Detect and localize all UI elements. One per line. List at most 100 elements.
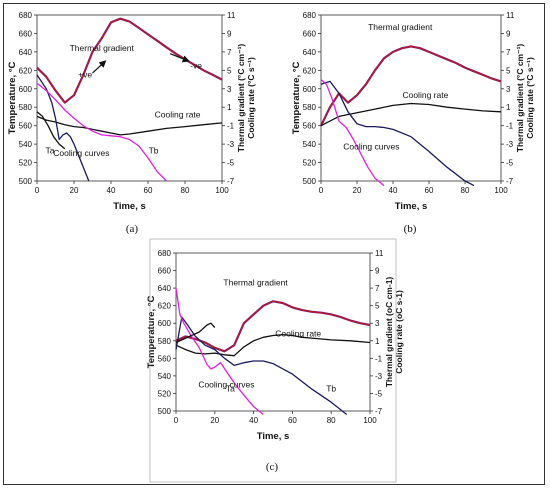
annotation-label: Thermal gradient — [368, 22, 433, 32]
y3-axis-title: Cooling rate (oC s-1) — [394, 290, 404, 374]
x-tick-label: 80 — [461, 186, 470, 195]
x-tick-label: 40 — [389, 186, 398, 195]
x-tick-label: 100 — [215, 186, 229, 195]
y-tick-label: 500 — [19, 177, 33, 186]
annotation-label: Ta — [226, 384, 235, 394]
x-axis-title: Time, s — [257, 431, 290, 442]
y-tick-label: 680 — [158, 249, 172, 258]
arrow-up-icon — [92, 60, 107, 74]
x-axis-title: Time, s — [395, 201, 428, 212]
y2-tick-label: 9 — [375, 267, 380, 276]
arrow-down-icon — [169, 53, 190, 63]
series-cooling-curve-Ta — [36, 74, 90, 182]
panel-label: (b) — [404, 223, 417, 235]
y2-tick-label: -1 — [506, 122, 514, 131]
y-tick-label: 520 — [19, 159, 33, 168]
x-tick-label: 0 — [319, 186, 324, 195]
y2-tick-label: -1 — [375, 354, 383, 363]
annotation-label: Cooling curves — [343, 142, 399, 152]
y-tick-label: 600 — [303, 85, 317, 94]
annotation-label: Cooling rate — [402, 90, 448, 100]
annotation-label: -ve — [190, 60, 202, 70]
plot-area — [320, 14, 502, 182]
series-cooling-rate — [175, 333, 371, 357]
series-cooling-curve-extra — [36, 111, 66, 150]
y-tick-label: 620 — [19, 66, 33, 75]
y2-tick-label: -5 — [506, 159, 514, 168]
x-tick-label: 100 — [363, 416, 377, 425]
plot-area — [36, 14, 223, 182]
panel-c-border — [149, 238, 397, 483]
plot-area — [175, 252, 371, 412]
y-tick-label: 560 — [158, 354, 172, 363]
series-thermal-gradient-shadow — [320, 45, 502, 127]
y-tick-label: 620 — [303, 66, 317, 75]
y-tick-label: 560 — [303, 122, 317, 131]
chart-panel-2: 500520540560580600620640660680-7-5-3-113… — [291, 11, 535, 235]
y-tick-label: 680 — [19, 11, 33, 20]
y-tick-label: 500 — [303, 177, 317, 186]
series-thermal-gradient — [175, 300, 371, 352]
y2-tick-label: -5 — [227, 159, 235, 168]
x-tick-label: 0 — [35, 186, 40, 195]
y2-axis-title: Thermal gradient (°C cm⁻¹) — [515, 44, 525, 153]
y2-tick-label: 9 — [227, 29, 232, 38]
y-tick-label: 580 — [19, 103, 33, 112]
annotation-label: Thermal gradient — [70, 43, 135, 53]
x-axis-title: Time, s — [113, 201, 146, 212]
y-tick-label: 600 — [158, 319, 172, 328]
annotation-label: Tb — [326, 384, 336, 394]
y2-tick-label: -7 — [375, 407, 383, 416]
x-tick-label: 60 — [144, 186, 153, 195]
y2-tick-label: 9 — [506, 29, 511, 38]
y2-tick-label: 7 — [375, 284, 380, 293]
y2-tick-label: 3 — [506, 85, 511, 94]
series-cooling-curve-Ta — [175, 316, 348, 416]
y2-tick-label: 1 — [375, 337, 380, 346]
y-axis-title: Temperature, °C — [146, 295, 157, 368]
annotation-label: Cooling curves — [53, 148, 109, 158]
x-tick-label: 100 — [494, 186, 508, 195]
y-axis-title: Temperature, °C — [7, 61, 18, 134]
panel-label: (c) — [266, 461, 279, 473]
x-tick-label: 40 — [107, 186, 116, 195]
y-tick-label: 640 — [303, 48, 317, 57]
y2-tick-label: 5 — [227, 66, 232, 75]
y2-tick-label: 1 — [506, 103, 511, 112]
y-tick-label: 540 — [158, 372, 172, 381]
y-tick-label: 660 — [19, 29, 33, 38]
y-tick-label: 520 — [303, 159, 317, 168]
y2-tick-label: -3 — [506, 140, 514, 149]
x-tick-label: 80 — [327, 416, 336, 425]
y-tick-label: 540 — [303, 140, 317, 149]
chart-panel-1: 500520540560580600620640660680-7-5-3-113… — [7, 11, 256, 235]
series-cooling-curve-Tb — [36, 82, 167, 182]
panel-label: (a) — [126, 223, 139, 235]
y2-tick-label: -7 — [506, 177, 514, 186]
annotation-label: Tb — [149, 145, 159, 155]
y-tick-label: 660 — [158, 267, 172, 276]
annotation-label: Cooling rate — [155, 109, 201, 119]
series-thermal-gradient — [320, 45, 502, 126]
x-tick-label: 20 — [70, 186, 79, 195]
series-cooling-rate — [36, 115, 223, 136]
y-tick-label: 680 — [303, 11, 317, 20]
y-tick-label: 560 — [19, 122, 33, 131]
annotation-label: +ve — [78, 70, 92, 80]
y-tick-label: 520 — [158, 389, 172, 398]
y-tick-label: 640 — [19, 48, 33, 57]
y-tick-label: 580 — [303, 103, 317, 112]
x-tick-label: 0 — [174, 416, 179, 425]
y2-tick-label: 7 — [506, 48, 511, 57]
y-tick-label: 600 — [19, 85, 33, 94]
y2-tick-label: -5 — [375, 389, 383, 398]
y2-tick-label: -3 — [375, 372, 383, 381]
x-tick-label: 20 — [353, 186, 362, 195]
y2-tick-label: -3 — [227, 140, 235, 149]
y2-tick-label: 11 — [375, 249, 384, 258]
series-cooling-curve-extra — [175, 322, 216, 344]
x-tick-label: 80 — [181, 186, 190, 195]
annotation-label: Thermal gradient — [223, 277, 288, 287]
figure-frame — [3, 3, 545, 485]
